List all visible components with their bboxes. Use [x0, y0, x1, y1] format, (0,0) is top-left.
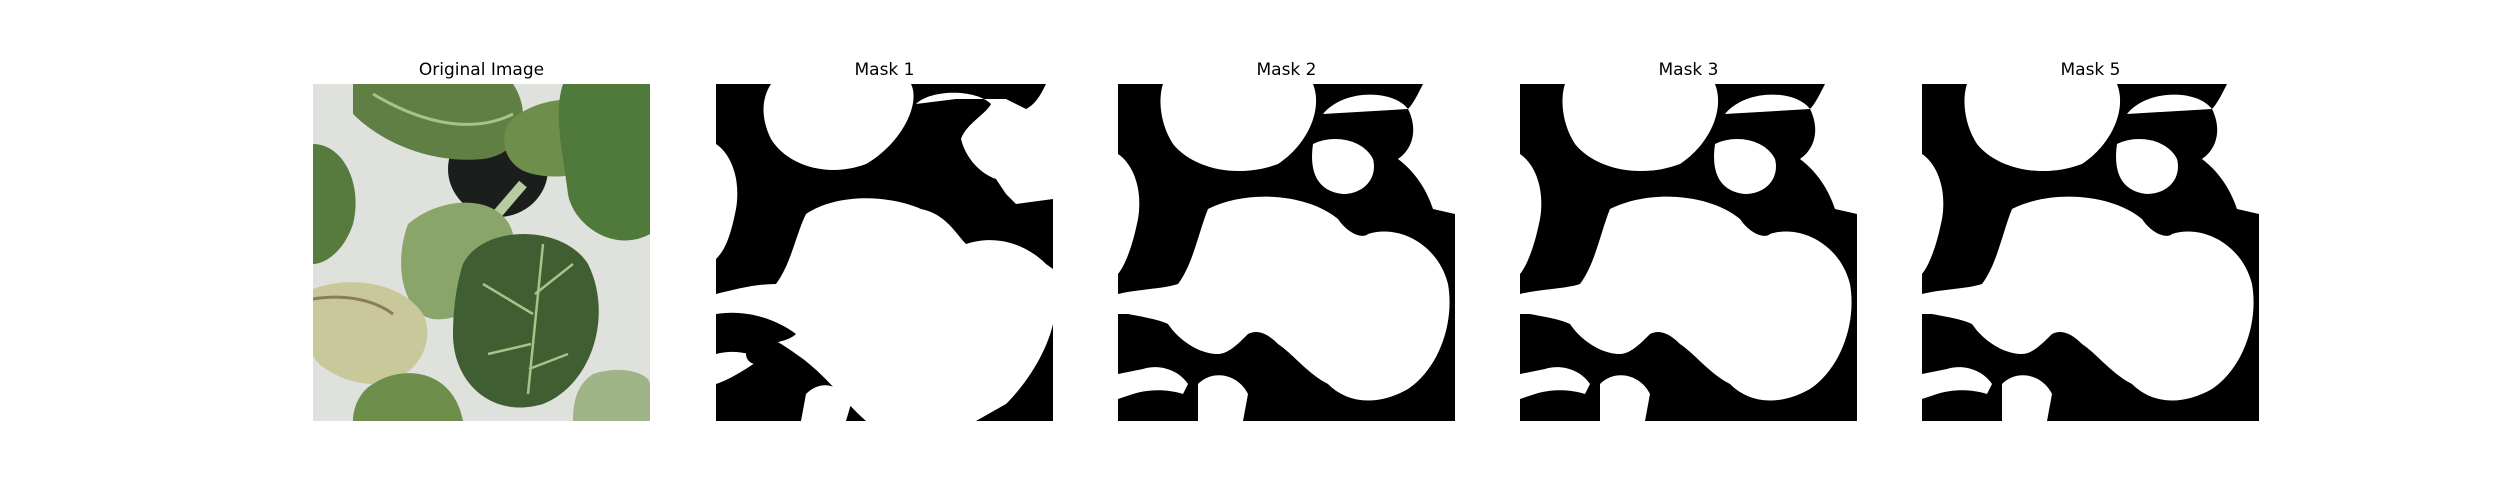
- mask-1-image: [716, 84, 1053, 421]
- mask-foreground: [1520, 84, 1857, 421]
- original-image-svg: [313, 84, 650, 421]
- leaf-vein: [313, 295, 394, 316]
- panel-title-original: Original Image: [418, 60, 545, 80]
- mask-foreground: [1118, 84, 1455, 421]
- mask-2-image: [1118, 84, 1455, 421]
- mask-5-svg: [1922, 84, 2259, 421]
- mask-3-image: [1520, 84, 1857, 421]
- leaf: [573, 369, 650, 421]
- leaf: [313, 144, 356, 264]
- mask-foreground: [1922, 84, 2259, 421]
- leaf-vein: [372, 92, 514, 126]
- original-image: [313, 84, 650, 421]
- leaf: [353, 373, 463, 421]
- panel-title-mask-5: Mask 5: [2060, 60, 2121, 80]
- mask-2-svg: [1118, 84, 1455, 421]
- panel-title-mask-1: Mask 1: [854, 60, 915, 80]
- leaf: [558, 84, 650, 241]
- mask-holes: [716, 312, 796, 364]
- mask-1-svg: [716, 84, 1053, 421]
- mask-3-svg: [1520, 84, 1857, 421]
- panel-title-mask-3: Mask 3: [1658, 60, 1719, 80]
- leaf-vein: [482, 243, 574, 395]
- mask-foreground: [716, 84, 1053, 421]
- panel-title-mask-2: Mask 2: [1256, 60, 1317, 80]
- yellowed-leaf: [313, 282, 428, 384]
- leaf: [453, 234, 599, 408]
- mask-5-image: [1922, 84, 2259, 421]
